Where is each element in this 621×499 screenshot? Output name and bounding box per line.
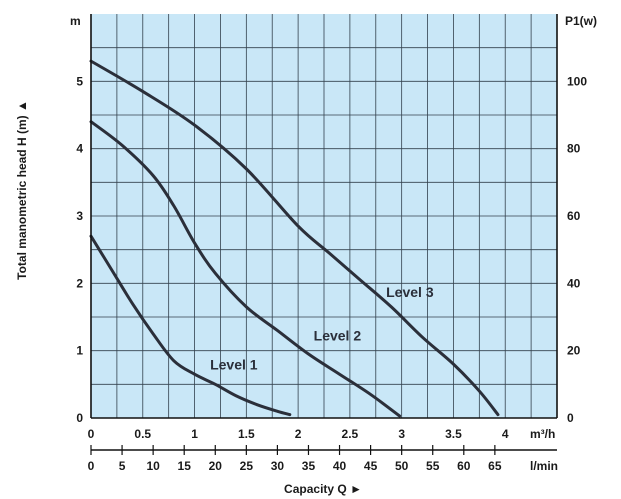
x-tick-label: 3 <box>398 427 405 441</box>
y-unit-label: m <box>70 14 81 28</box>
x-axis-title: Capacity Q ► <box>284 482 362 496</box>
x2-tick-label: 20 <box>209 459 223 473</box>
x-tick-label: 0 <box>88 427 95 441</box>
y2-tick-label: 0 <box>567 411 574 425</box>
x2-tick-label: 5 <box>119 459 126 473</box>
y-tick-label: 3 <box>76 209 83 223</box>
x-tick-label: 2 <box>295 427 302 441</box>
x2-tick-label: 15 <box>178 459 192 473</box>
x-tick-label: 1.5 <box>238 427 255 441</box>
curve-level-2 <box>89 120 402 418</box>
x2-tick-label: 10 <box>146 459 160 473</box>
y-tick-label: 4 <box>76 142 83 156</box>
x2-tick-label: 65 <box>488 459 502 473</box>
x-tick-label: 2.5 <box>342 427 359 441</box>
y-tick-label: 1 <box>76 344 83 358</box>
curve-level-3 <box>89 59 500 417</box>
x2-tick-label: 60 <box>457 459 471 473</box>
x2-tick-label: 45 <box>364 459 378 473</box>
x2-tick-label: 50 <box>395 459 409 473</box>
x2-tick-label: 30 <box>271 459 285 473</box>
axes-frame <box>90 14 558 455</box>
curve-level-1 <box>89 234 292 417</box>
y-tick-label: 0 <box>76 411 83 425</box>
y2-tick-label: 40 <box>567 276 581 290</box>
curve-label-level-2: Level 2 <box>314 328 362 344</box>
y2-tick-label: 100 <box>567 74 587 88</box>
y-tick-label: 2 <box>76 276 83 290</box>
y-axis-title: Total manometric head H (m) ▲ <box>15 100 29 280</box>
y2-tick-label: 20 <box>567 344 581 358</box>
x2-tick-label: 40 <box>333 459 347 473</box>
curve-label-level-3: Level 3 <box>386 284 434 300</box>
y2-unit-label: P1(w) <box>565 14 597 28</box>
x-tick-label: 1 <box>191 427 198 441</box>
x2-tick-label: 0 <box>88 459 95 473</box>
tick-labels: 0 0.5 1 1.5 2 2.5 3 3.5 40 5 10 15 20 25 30 35 40 45 50 55 6… <box>76 74 587 473</box>
x2-tick-label: 35 <box>302 459 316 473</box>
x2-tick-label: 25 <box>240 459 254 473</box>
y2-tick-label: 80 <box>567 142 581 156</box>
x2-unit-label: l/min <box>530 459 558 473</box>
x-tick-label: 3.5 <box>445 427 462 441</box>
x2-tick-label: 55 <box>426 459 440 473</box>
x-tick-label: 0.5 <box>134 427 151 441</box>
y-tick-label: 5 <box>76 74 83 88</box>
x-unit-label: m³/h <box>530 427 555 441</box>
x-tick-label: 4 <box>502 427 509 441</box>
curves: Level 1 Level 2 Level 3 <box>89 59 500 418</box>
curve-label-level-1: Level 1 <box>210 357 258 373</box>
y2-tick-label: 60 <box>567 209 581 223</box>
